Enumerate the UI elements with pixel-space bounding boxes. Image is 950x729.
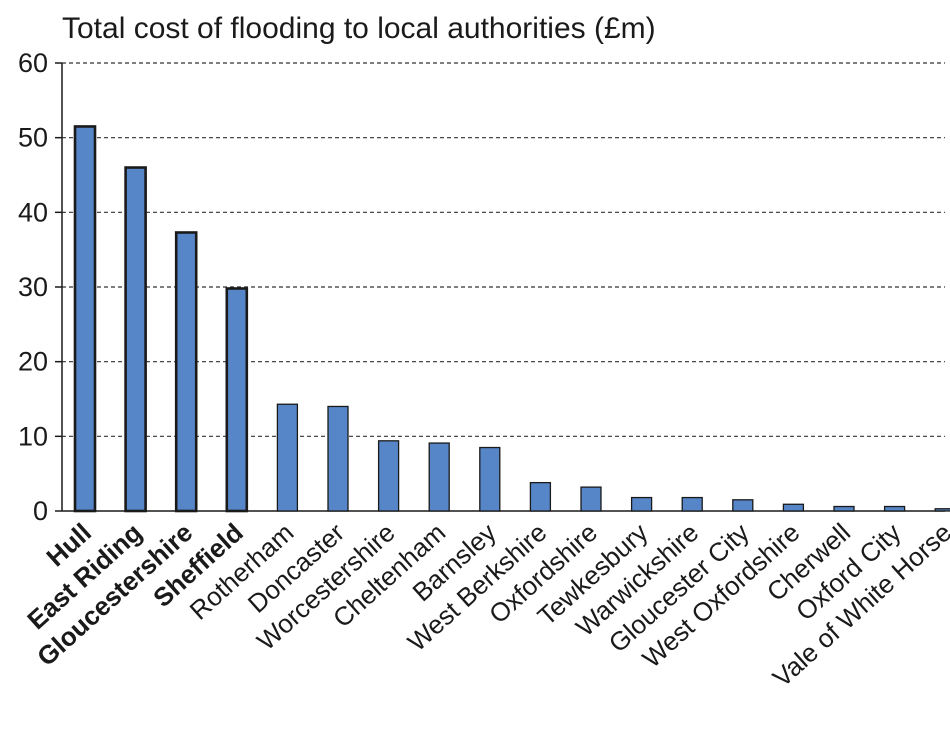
chart-title: Total cost of flooding to local authorit… xyxy=(62,12,656,45)
bar xyxy=(529,481,552,512)
bar xyxy=(630,496,653,512)
bar xyxy=(377,440,400,512)
y-tick-label: 40 xyxy=(18,197,48,227)
bar xyxy=(580,486,602,512)
bar xyxy=(782,503,805,512)
gridlines xyxy=(62,62,945,437)
bar xyxy=(681,496,703,512)
bars xyxy=(73,125,950,513)
y-tick-label: 30 xyxy=(18,272,48,302)
bar xyxy=(124,166,147,513)
bar xyxy=(225,287,249,513)
bar xyxy=(327,405,349,512)
bar xyxy=(732,499,754,512)
bar xyxy=(479,446,501,512)
bar xyxy=(934,508,950,512)
bar xyxy=(73,125,97,513)
y-tick-label: 60 xyxy=(18,48,48,78)
axes: 0 10 20 30 40 50 60 xyxy=(18,48,945,526)
bar xyxy=(276,403,299,512)
bar xyxy=(428,442,450,512)
bar xyxy=(883,505,906,512)
bar xyxy=(174,231,198,513)
y-tick-label: 20 xyxy=(18,347,48,377)
bar xyxy=(833,505,855,512)
y-tick-label: 10 xyxy=(18,421,48,451)
y-tick-label: 50 xyxy=(18,123,48,153)
y-tick-label: 0 xyxy=(33,496,48,526)
